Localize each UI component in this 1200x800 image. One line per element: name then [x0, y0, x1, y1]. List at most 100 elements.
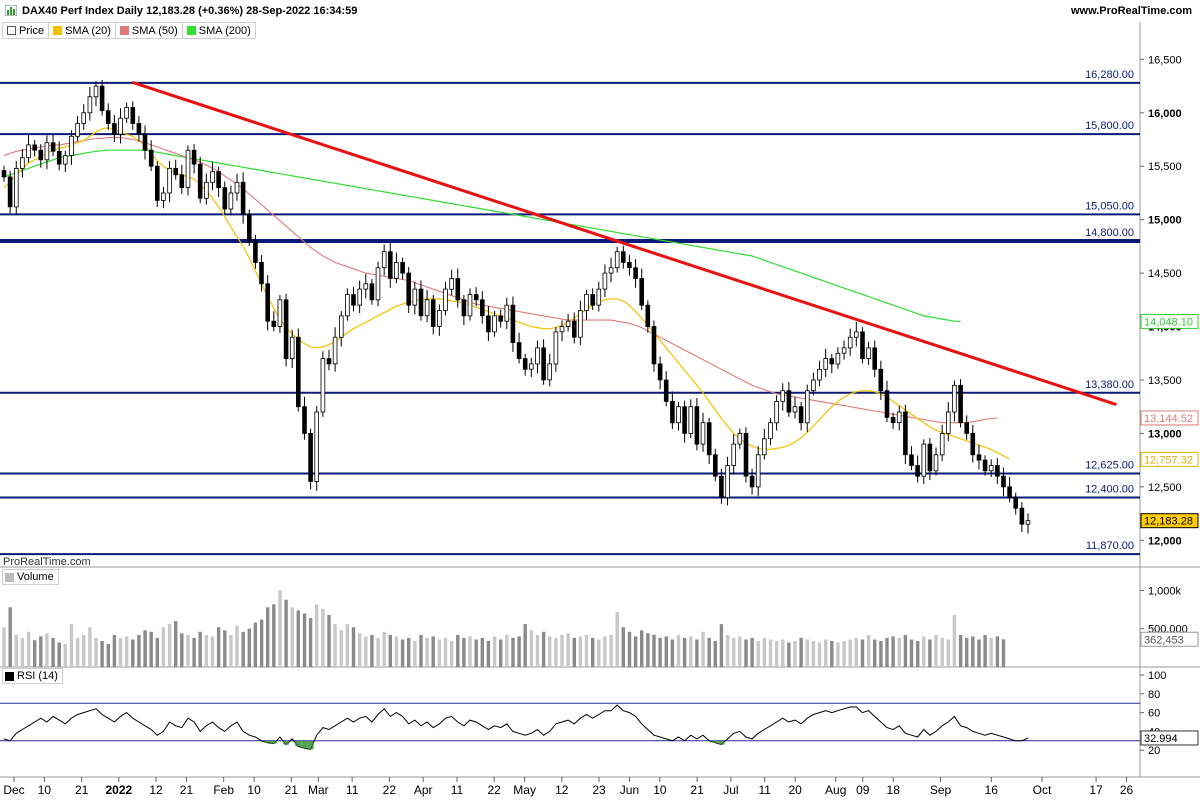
candle-body — [345, 294, 350, 317]
volume-bar — [82, 634, 86, 667]
candle-body — [87, 96, 93, 114]
candle-body — [130, 107, 136, 124]
candle-body — [204, 181, 209, 199]
volume-bar — [339, 630, 343, 667]
price-swatch — [7, 26, 16, 35]
volume-bar — [652, 634, 656, 667]
volume-bar — [505, 634, 509, 667]
candle-body — [627, 261, 632, 269]
time-tick-label: 12 — [555, 783, 569, 797]
volume-bar — [670, 639, 675, 667]
price-tick-label: 16,500 — [1148, 54, 1182, 66]
rsi-tick-label: 40 — [1148, 726, 1160, 738]
sma50-line — [3, 136, 998, 424]
volume-bar — [253, 622, 258, 667]
volume-bar — [333, 624, 337, 667]
candle-body — [473, 294, 479, 301]
time-tick-label: Sep — [930, 783, 952, 797]
volume-bar — [922, 636, 926, 667]
volume-panel-label[interactable]: Volume — [2, 569, 59, 585]
candle-body — [572, 320, 577, 338]
volume-bar — [719, 624, 724, 667]
candle-body — [559, 326, 565, 333]
time-tick-label: 21 — [75, 783, 89, 797]
volume-bar — [897, 637, 901, 667]
volume-bar — [511, 637, 515, 667]
volume-bar — [774, 641, 779, 667]
volume-bar — [69, 624, 74, 667]
volume-bar — [621, 627, 625, 667]
candle-body — [792, 406, 798, 413]
volume-bar — [799, 637, 803, 667]
chart-title: DAX40 Perf Index Daily 12,183.28 (+0.36%… — [22, 5, 358, 17]
candle-body — [185, 149, 191, 188]
candle-body — [148, 149, 154, 167]
legend-item-sma50[interactable]: SMA (50) — [116, 23, 183, 38]
rsi-panel-label[interactable]: RSI (14) — [2, 668, 63, 684]
volume-bar — [223, 630, 227, 667]
price-tick-label: 13,000 — [1148, 428, 1182, 440]
candle-body — [522, 358, 528, 370]
candle-body — [314, 411, 319, 482]
volume-bar — [468, 636, 472, 667]
candle-body — [246, 213, 252, 242]
candle-body — [271, 320, 277, 327]
volume-bar — [131, 639, 135, 667]
volume-bar — [664, 636, 668, 667]
volume-bar — [290, 607, 294, 667]
candle-body — [124, 107, 129, 119]
site-link[interactable]: www.ProRealTime.com — [1070, 5, 1192, 17]
volume-bar — [805, 639, 809, 667]
chart-settings-icon[interactable] — [5, 5, 17, 16]
volume-bar — [529, 630, 534, 667]
price-tick-label: 14,000 — [1148, 322, 1182, 334]
candle-body — [326, 358, 332, 365]
candle-body — [93, 85, 99, 98]
volume-bar — [321, 608, 325, 667]
candle-body — [173, 167, 179, 176]
candle-body — [651, 326, 657, 365]
volume-bar — [100, 641, 104, 667]
time-tick-label: Dec — [3, 783, 24, 797]
volume-bar — [425, 637, 429, 667]
volume-bar — [873, 639, 877, 667]
volume-bar — [327, 615, 331, 667]
volume-bar — [229, 634, 233, 667]
candle-body — [547, 363, 552, 381]
volume-bar — [725, 634, 730, 667]
legend-item-sma200[interactable]: SMA (200) — [183, 23, 255, 38]
volume-bar — [965, 637, 969, 667]
volume-bar — [186, 634, 190, 667]
volume-bar — [284, 599, 288, 667]
candle-body — [602, 272, 608, 290]
rsi-oversold-fill — [301, 740, 308, 749]
legend-item-sma20[interactable]: SMA (20) — [49, 23, 116, 38]
legend-item-price[interactable]: Price — [3, 23, 50, 38]
volume-bar — [492, 636, 497, 667]
volume-bar — [45, 633, 49, 667]
candle-body — [939, 432, 945, 456]
candle-body — [295, 336, 301, 408]
volume-bar — [192, 637, 196, 667]
volume-bar — [57, 642, 61, 667]
price-tick-label: 15,500 — [1148, 161, 1182, 173]
volume-bar — [811, 641, 816, 667]
candle-body — [854, 331, 859, 338]
volume-bar — [499, 639, 503, 667]
volume-bar — [548, 636, 552, 667]
volume-bar — [143, 630, 147, 667]
volume-bar — [756, 641, 760, 667]
time-tick-label: 18 — [887, 783, 901, 797]
sma50-swatch — [119, 26, 129, 35]
volume-bar — [51, 637, 55, 667]
candle-body — [81, 112, 87, 124]
candle-body — [817, 368, 822, 381]
volume-bar — [210, 636, 215, 667]
time-tick-label: 2022 — [105, 783, 132, 797]
rsi-oversold-fill — [712, 740, 719, 743]
volume-bar — [382, 631, 386, 667]
candle-body — [467, 294, 473, 317]
candle-body — [516, 342, 522, 360]
trend-line — [131, 80, 1117, 406]
